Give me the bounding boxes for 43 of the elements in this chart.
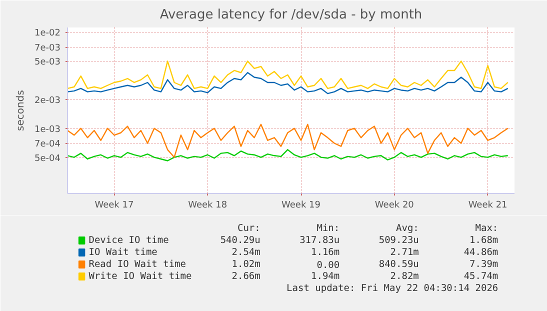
y-tick-label: 1e-03: [34, 124, 61, 135]
y-axis-title: seconds: [16, 90, 27, 131]
text: 540.29u: [220, 235, 260, 246]
x-tick-label: Week 21: [468, 200, 508, 210]
x-tick-label: Week 19: [282, 200, 321, 210]
x-tick-label: Week 20: [374, 200, 414, 210]
text: Avg:: [396, 223, 419, 234]
line-series: [68, 60, 508, 90]
legend-label: Write IO Wait time: [88, 271, 192, 282]
legend-label: Device IO time: [88, 235, 170, 246]
legend-label: Read IO Wait time: [88, 259, 186, 270]
y-tick-label: 1e-02: [34, 28, 61, 39]
y-tick-label: 5e-03: [34, 58, 61, 68]
line-series: [68, 124, 508, 158]
text: 7.39m: [470, 259, 498, 270]
text: 317.83u: [300, 235, 340, 246]
text: Max:: [475, 223, 498, 234]
text: 840.59u: [378, 259, 419, 270]
text: 2.71m: [390, 247, 420, 258]
text: 1.94m: [311, 271, 340, 282]
text: 45.74m: [464, 271, 498, 282]
text: 44.86m: [464, 247, 498, 258]
text: Last update: Fri May 22 04:30:14 2026: [286, 283, 498, 294]
y-tick-label: 7e-03: [34, 44, 61, 54]
x-tick-label: Week 18: [188, 200, 228, 210]
text: 509.23u: [378, 235, 419, 246]
text: Cur:: [237, 223, 260, 234]
y-tick-label: 2e-03: [34, 96, 61, 106]
chart-title: Average latency for /dev/sda - by month: [160, 8, 422, 22]
text: 2.82m: [390, 271, 420, 282]
legend-label: IO Wait time: [88, 247, 158, 258]
text: Min:: [316, 223, 340, 234]
y-tick-label: 7e-04: [34, 140, 61, 150]
text: 0.00: [316, 260, 340, 271]
text: 2.66m: [232, 271, 261, 282]
x-tick-label: Week 17: [94, 200, 134, 210]
y-tick-label: 5e-04: [34, 154, 61, 164]
text: 1.68m: [470, 235, 498, 246]
text: 1.02m: [232, 259, 261, 270]
line-series: [68, 72, 508, 94]
text: 2.54m: [232, 247, 261, 258]
line-series: [68, 149, 508, 162]
text: 1.16m: [311, 247, 340, 258]
